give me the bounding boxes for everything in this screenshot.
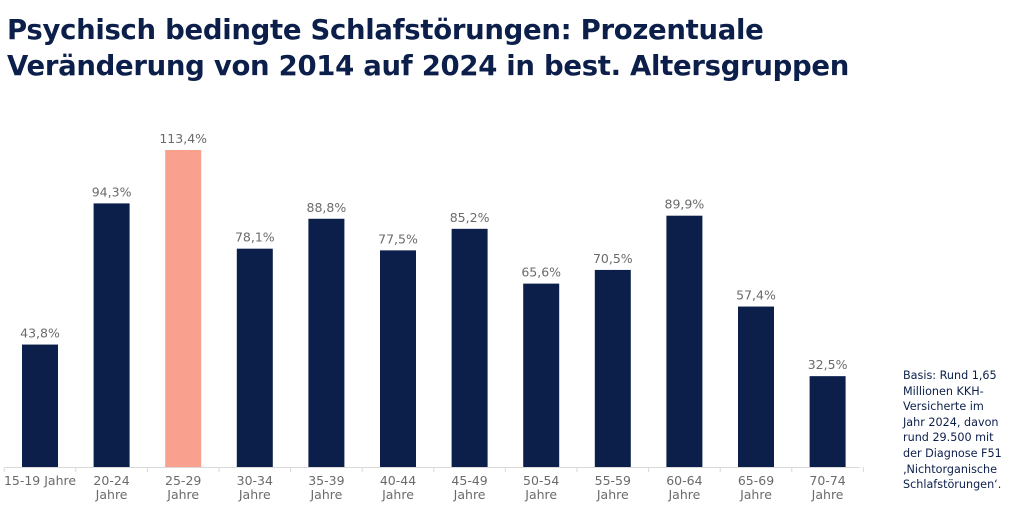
x-tick-label: Jahre bbox=[667, 487, 700, 502]
x-tick-label: Jahre bbox=[811, 487, 844, 502]
x-tick-label: Jahre bbox=[166, 487, 199, 502]
value-label: 77,5% bbox=[378, 231, 418, 246]
x-tick-label: Jahre bbox=[238, 487, 271, 502]
x-tick-label: Jahre bbox=[453, 487, 486, 502]
chart-title: Psychisch bedingte Schlafstörungen: Proz… bbox=[7, 12, 849, 84]
value-label: 94,3% bbox=[92, 184, 132, 199]
bar-50-54-jahre bbox=[523, 283, 560, 467]
footnote-line: Jahr 2024, davon bbox=[903, 415, 999, 429]
value-label: 57,4% bbox=[736, 288, 776, 303]
x-tick-label: 50-54 bbox=[523, 473, 559, 488]
x-tick-label: Jahre bbox=[739, 487, 772, 502]
bar-25-29-jahre bbox=[165, 150, 202, 467]
footnote-line: der Diagnose F51 bbox=[903, 446, 1002, 460]
footnote-line: rund 29.500 mit bbox=[903, 431, 994, 445]
value-label: 32,5% bbox=[808, 357, 848, 372]
value-labels-group: 43,8% 94,3% 113,4% 78,1% 88,8% 77,5% 85,2% 65,6… bbox=[20, 131, 847, 372]
value-label: 89,9% bbox=[665, 197, 705, 212]
x-tick-label: 70-74 bbox=[809, 473, 845, 488]
x-tick-label: 55-59 bbox=[595, 473, 631, 488]
bar-15-19-jahre bbox=[22, 344, 58, 467]
x-tick-label: Jahre bbox=[381, 487, 414, 502]
bar-65-69-jahre bbox=[738, 306, 774, 467]
x-tick-label: 35-39 bbox=[308, 473, 344, 488]
chart-title-line-1: Psychisch bedingte Schlafstörungen: Proz… bbox=[7, 14, 764, 46]
bar-40-44-jahre bbox=[380, 250, 416, 467]
footnote-line: Basis: Rund 1,65 bbox=[903, 369, 997, 382]
value-label: 65,6% bbox=[521, 265, 561, 280]
value-label: 43,8% bbox=[20, 326, 60, 341]
bar-70-74-jahre bbox=[809, 376, 846, 467]
footnote-basis: Basis: Rund 1,65 Millionen KKH- Versiche… bbox=[903, 368, 1023, 493]
value-label: 88,8% bbox=[307, 200, 347, 215]
x-tick-label: 30-34 bbox=[237, 473, 273, 488]
x-tick-label: 65-69 bbox=[738, 473, 774, 488]
x-tick-label: Jahre bbox=[524, 487, 557, 502]
value-label: 85,2% bbox=[450, 210, 490, 225]
value-label: 78,1% bbox=[235, 230, 275, 245]
x-tick-label: 60-64 bbox=[666, 473, 702, 488]
footnote-line: ‚Nichtorganische bbox=[903, 462, 998, 476]
bar-35-39-jahre bbox=[308, 218, 345, 467]
value-label: 113,4% bbox=[159, 131, 207, 146]
x-tick-label: Jahre bbox=[95, 487, 128, 502]
x-tick-label: 20-24 bbox=[93, 473, 129, 488]
footnote-line: Versicherte im bbox=[903, 400, 984, 414]
bar-60-64-jahre bbox=[666, 215, 703, 467]
x-tick-label: 15-19 Jahre bbox=[4, 473, 76, 488]
value-label: 70,5% bbox=[593, 251, 633, 266]
chart-title-line-2: Veränderung von 2014 auf 2024 in best. A… bbox=[7, 50, 850, 82]
bar-20-24-jahre bbox=[93, 203, 130, 468]
x-tick-label: 40-44 bbox=[380, 473, 416, 488]
footnote-line: Schlafstörungen‘. bbox=[903, 478, 1002, 492]
x-axis bbox=[3, 467, 864, 472]
footnote-line: Millionen KKH- bbox=[903, 384, 984, 398]
bar-55-59-jahre bbox=[594, 269, 631, 467]
bar-45-49-jahre bbox=[451, 228, 488, 467]
x-tick-label: 25-29 bbox=[165, 473, 201, 488]
bar-30-34-jahre bbox=[236, 248, 273, 467]
bars-group bbox=[22, 150, 846, 468]
x-tick-label: 45-49 bbox=[451, 473, 487, 488]
x-tick-label: Jahre bbox=[596, 487, 629, 502]
x-tick-labels-group: 15-19 Jahre 20-24Jahre25-29Jahre30-34Jahr… bbox=[4, 473, 846, 502]
x-tick-label: Jahre bbox=[309, 487, 342, 502]
